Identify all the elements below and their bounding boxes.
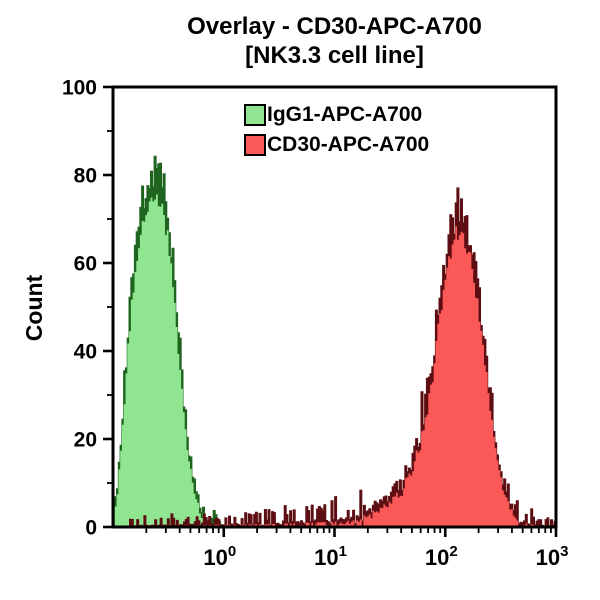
x-axis: 100 101 102 103: [145, 527, 569, 570]
legend-item-cd30: CD30-APC-A700: [244, 130, 429, 160]
y-axis: 0 20 40 60 80 100: [62, 77, 113, 540]
legend-swatch-igg1-icon: [244, 104, 266, 126]
series-1-fill: [129, 226, 555, 527]
y-tick-label: 0: [85, 517, 97, 540]
legend: IgG1-APC-A700 CD30-APC-A700: [244, 100, 429, 160]
chart-title-line2: [NK3.3 cell line]: [245, 42, 424, 69]
y-axis-label: Count: [21, 274, 47, 342]
legend-swatch-cd30-icon: [244, 134, 266, 156]
y-tick-label: 20: [74, 429, 97, 452]
y-tick-label: 100: [62, 77, 97, 100]
x-tick-label: 103: [536, 543, 569, 570]
chart-title-line1: Overlay - CD30-APC-A700: [187, 13, 482, 40]
y-tick-label: 80: [74, 165, 97, 188]
y-tick-label: 60: [74, 253, 97, 276]
y-tick-label: 40: [74, 341, 97, 364]
chart-title: Overlay - CD30-APC-A700 [NK3.3 cell line…: [113, 12, 556, 70]
legend-item-igg1: IgG1-APC-A700: [244, 100, 429, 130]
legend-label-cd30: CD30-APC-A700: [267, 133, 430, 156]
series-0-fill: [114, 194, 235, 527]
x-tick-label: 100: [203, 543, 236, 570]
series-area: [114, 155, 555, 527]
x-tick-label: 102: [425, 543, 458, 570]
x-tick-label: 101: [314, 543, 347, 570]
legend-label-igg1: IgG1-APC-A700: [267, 103, 423, 126]
